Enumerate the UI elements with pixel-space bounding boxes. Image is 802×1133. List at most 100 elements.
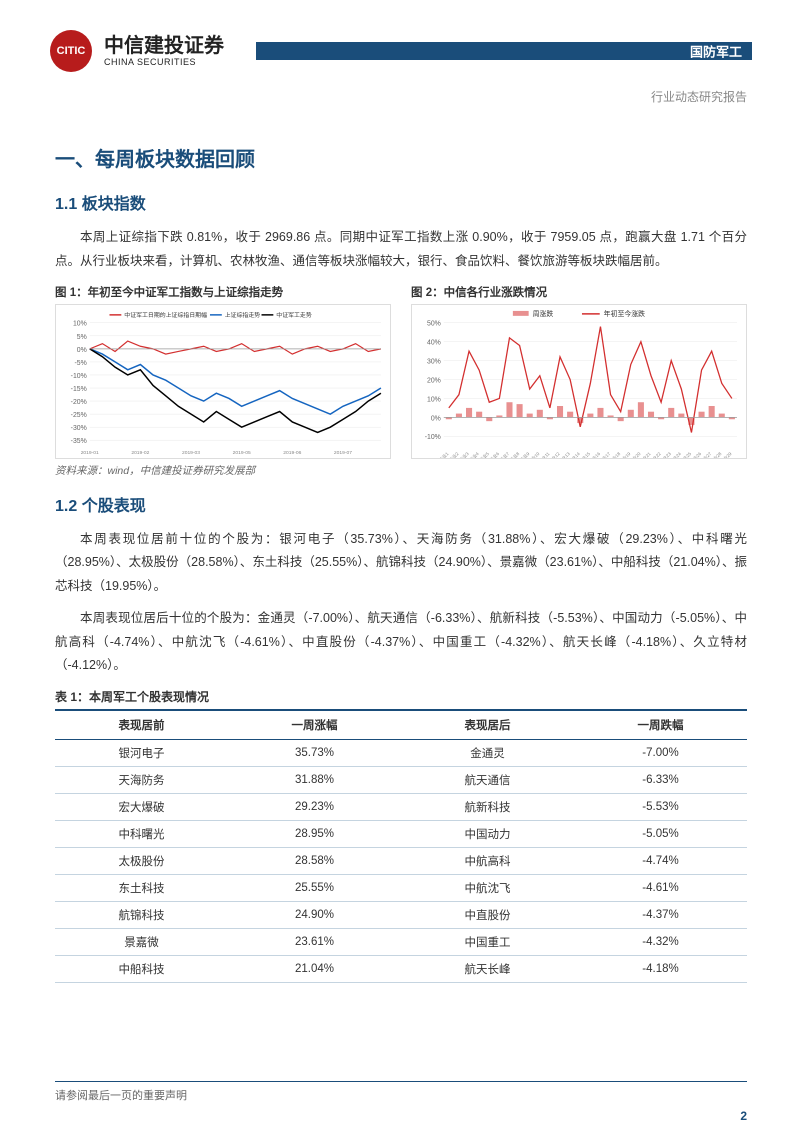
svg-text:行业2: 行业2 [447, 450, 460, 458]
table-cell: -4.61% [574, 875, 747, 902]
svg-text:2019-01: 2019-01 [81, 450, 99, 456]
section-1-1-title: 1.1 板块指数 [55, 190, 747, 214]
table-cell: 23.61% [228, 929, 401, 956]
table-body: 银河电子35.73%金通灵-7.00%天海防务31.88%航天通信-6.33%宏… [55, 740, 747, 983]
company-name-cn: 中信建投证券 [104, 35, 224, 57]
table-row: 景嘉微23.61%中国重工-4.32% [55, 929, 747, 956]
chart-1: 10%5%0%-5%-10%-15%-20%-25%-30%-35%中证军工日期… [55, 304, 391, 459]
section-1-title: 一、每周板块数据回顾 [55, 143, 747, 172]
table-cell: 太极股份 [55, 848, 228, 875]
svg-text:-35%: -35% [71, 438, 87, 445]
logo-text-block: 中信建投证券 CHINA SECURITIES [104, 35, 224, 67]
page-number: 2 [740, 1109, 747, 1123]
chart-2: 50%40%30%20%10%0%-10%周涨跌年初至今涨跌行业1行业2行业3行… [411, 304, 747, 459]
svg-text:行业1: 行业1 [437, 450, 450, 458]
table-cell: 金通灵 [401, 740, 574, 767]
table-cell: -4.32% [574, 929, 747, 956]
chart-2-title: 图 2：中信各行业涨跌情况 [411, 284, 747, 300]
company-name-en: CHINA SECURITIES [104, 57, 224, 67]
charts-row: 图 1：年初至今中证军工指数与上证综指走势 10% 5% 0% -5% -10% -15%… [55, 284, 747, 459]
section-1-1-para: 本周上证综指下跌 0.81%，收于 2969.86 点。同期中证军工指数上涨 0… [55, 226, 747, 274]
table-cell: 28.95% [228, 821, 401, 848]
table-cell: 中船科技 [55, 956, 228, 983]
svg-text:行业4: 行业4 [468, 450, 481, 458]
table-cell: 中航沈飞 [401, 875, 574, 902]
table-cell: 25.55% [228, 875, 401, 902]
table-row: 太极股份28.58%中航高科-4.74% [55, 848, 747, 875]
table-row: 天海防务31.88%航天通信-6.33% [55, 767, 747, 794]
logo-icon: CITIC [50, 30, 92, 72]
section-1-2-para-2: 本周表现位居后十位的个股为：金通灵（-7.00%）、航天通信（-6.33%）、航… [55, 607, 747, 678]
table-row: 银河电子35.73%金通灵-7.00% [55, 740, 747, 767]
table-cell: -6.33% [574, 767, 747, 794]
main-content: 一、每周板块数据回顾 1.1 板块指数 本周上证综指下跌 0.81%，收于 29… [0, 105, 802, 983]
svg-text:行业8: 行业8 [508, 450, 521, 458]
svg-text:0%: 0% [431, 415, 441, 422]
table-cell: 28.58% [228, 848, 401, 875]
table-header-cell: 一周涨幅 [228, 710, 401, 740]
table-cell: 35.73% [228, 740, 401, 767]
header-bar: 国防军工 [256, 42, 752, 60]
svg-text:-10%: -10% [425, 434, 441, 441]
svg-text:-30%: -30% [71, 425, 87, 432]
chart-2-box: 图 2：中信各行业涨跌情况 50%40%30%20%10%0%-10%周涨跌年初… [411, 284, 747, 459]
table-cell: -4.37% [574, 902, 747, 929]
svg-text:50%: 50% [427, 320, 441, 327]
chart-1-title: 图 1：年初至今中证军工指数与上证综指走势 [55, 284, 391, 300]
svg-text:-5%: -5% [75, 359, 87, 366]
table-cell: 中直股份 [401, 902, 574, 929]
table-cell: 中航高科 [401, 848, 574, 875]
svg-text:2019-02: 2019-02 [131, 450, 149, 456]
svg-text:10%: 10% [73, 320, 87, 327]
svg-text:5%: 5% [77, 333, 87, 340]
svg-text:-20%: -20% [71, 399, 87, 406]
svg-text:2019-03: 2019-03 [182, 450, 200, 456]
table-header-row: 表现居前一周涨幅表现居后一周跌幅 [55, 710, 747, 740]
table-row: 宏大爆破29.23%航新科技-5.53% [55, 794, 747, 821]
chart-source: 资料来源：wind，中信建投证券研究发展部 [55, 463, 747, 478]
table-cell: -7.00% [574, 740, 747, 767]
chart-1-box: 图 1：年初至今中证军工指数与上证综指走势 10%5%0%-5%-10%-15%… [55, 284, 391, 459]
svg-text:中证军工走势: 中证军工走势 [276, 310, 312, 318]
table-cell: 中科曙光 [55, 821, 228, 848]
table-1-title: 表 1：本周军工个股表现情况 [55, 688, 747, 705]
report-type: 行业动态研究报告 [0, 82, 802, 105]
table-cell: 31.88% [228, 767, 401, 794]
table-cell: 中国动力 [401, 821, 574, 848]
svg-text:行业7: 行业7 [498, 450, 511, 458]
table-cell: 航天通信 [401, 767, 574, 794]
table-row: 中船科技21.04%航天长峰-4.18% [55, 956, 747, 983]
svg-text:行业6: 行业6 [488, 450, 501, 458]
table-cell: -5.05% [574, 821, 747, 848]
svg-text:2019-05: 2019-05 [233, 450, 251, 456]
svg-text:行业3: 行业3 [457, 450, 470, 458]
table-cell: 24.90% [228, 902, 401, 929]
svg-text:10%: 10% [427, 396, 441, 403]
svg-text:年初至今涨跌: 年初至今涨跌 [604, 308, 645, 317]
table-cell: -4.74% [574, 848, 747, 875]
table-cell: 景嘉微 [55, 929, 228, 956]
table-cell: 航新科技 [401, 794, 574, 821]
svg-text:行业5: 行业5 [478, 450, 491, 458]
table-cell: -5.53% [574, 794, 747, 821]
svg-text:行业9: 行业9 [518, 450, 531, 458]
svg-text:-25%: -25% [71, 412, 87, 419]
table-cell: 天海防务 [55, 767, 228, 794]
table-row: 中科曙光28.95%中国动力-5.05% [55, 821, 747, 848]
table-cell: 21.04% [228, 956, 401, 983]
page-footer: 请参阅最后一页的重要声明 2 [55, 1081, 747, 1103]
svg-text:30%: 30% [427, 358, 441, 365]
table-cell: 中国重工 [401, 929, 574, 956]
table-header-cell: 一周跌幅 [574, 710, 747, 740]
table-cell: 宏大爆破 [55, 794, 228, 821]
table-cell: -4.18% [574, 956, 747, 983]
stock-table: 表现居前一周涨幅表现居后一周跌幅 银河电子35.73%金通灵-7.00%天海防务… [55, 709, 747, 983]
svg-text:-15%: -15% [71, 385, 87, 392]
table-cell: 银河电子 [55, 740, 228, 767]
svg-text:上证综指走势: 上证综指走势 [225, 310, 261, 318]
table-cell: 29.23% [228, 794, 401, 821]
table-cell: 东土科技 [55, 875, 228, 902]
table-row: 东土科技25.55%中航沈飞-4.61% [55, 875, 747, 902]
section-1-2-title: 1.2 个股表现 [55, 492, 747, 516]
svg-text:20%: 20% [427, 377, 441, 384]
